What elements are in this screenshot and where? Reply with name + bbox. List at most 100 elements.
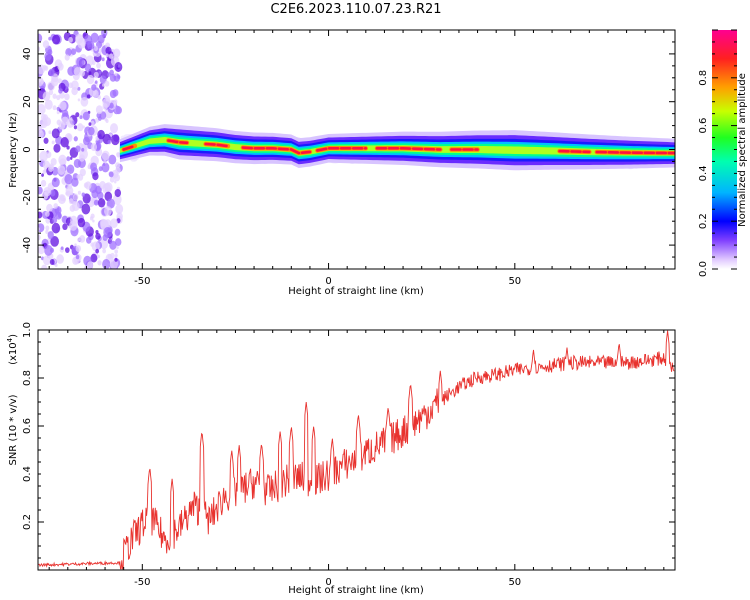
noise-blob bbox=[88, 71, 92, 76]
noise-blob bbox=[83, 136, 90, 146]
noise-blob bbox=[108, 154, 117, 165]
noise-blob bbox=[66, 156, 71, 162]
noise-blob bbox=[68, 36, 73, 43]
noise-blob bbox=[79, 115, 83, 120]
noise-blob bbox=[80, 96, 89, 107]
noise-blob bbox=[84, 181, 92, 190]
noise-blob bbox=[91, 241, 100, 252]
noise-blob bbox=[38, 126, 43, 134]
noise-blob bbox=[53, 203, 59, 209]
noise-blob bbox=[103, 227, 113, 238]
snr-scale-prefix: (x10 bbox=[8, 342, 19, 365]
noise-blob bbox=[95, 105, 103, 115]
noise-blob bbox=[68, 198, 74, 205]
snr-ylabel: SNR (10 * v/v) bbox=[8, 394, 19, 465]
noise-blob bbox=[67, 66, 75, 76]
colorbar-tick-label: 0.6 bbox=[698, 118, 709, 134]
noise-blob bbox=[51, 222, 61, 234]
colorbar-tick-label: 0.8 bbox=[698, 70, 709, 86]
noise-blob bbox=[108, 53, 114, 59]
noise-blob bbox=[56, 254, 64, 264]
noise-blob bbox=[102, 97, 111, 108]
noise-blob bbox=[73, 158, 82, 168]
noise-blob bbox=[71, 177, 79, 187]
noise-blob bbox=[94, 80, 98, 84]
noise-blob bbox=[52, 34, 61, 45]
ridge-hot-core-0 bbox=[122, 144, 137, 151]
snr-ticks: -50 0 50 0.2 0.4 0.6 0.8 1.0 bbox=[22, 322, 675, 588]
noise-blob bbox=[114, 228, 121, 236]
noise-blob bbox=[48, 68, 55, 77]
noise-blob bbox=[93, 199, 99, 206]
y-tick-label: 0.2 bbox=[22, 514, 33, 530]
y-tick-label: -40 bbox=[22, 237, 33, 253]
noise-blob bbox=[66, 164, 75, 174]
noise-blob bbox=[114, 253, 118, 258]
noise-blob bbox=[70, 48, 77, 55]
noise-blob bbox=[44, 244, 53, 256]
noise-blob bbox=[109, 89, 117, 99]
noise-blob bbox=[40, 179, 47, 187]
x-tick-label: 50 bbox=[508, 577, 521, 588]
noise-blob bbox=[86, 74, 95, 85]
noise-blob bbox=[97, 95, 101, 100]
noise-blob bbox=[77, 217, 86, 228]
noise-blob bbox=[43, 168, 47, 173]
noise-blob bbox=[52, 93, 57, 99]
noise-blob bbox=[81, 203, 91, 215]
noise-blob bbox=[57, 165, 66, 175]
noise-blob bbox=[51, 177, 60, 188]
noise-blob bbox=[71, 80, 79, 90]
noise-blob bbox=[48, 164, 54, 173]
noise-blob bbox=[104, 117, 108, 122]
noise-blob bbox=[110, 218, 118, 229]
x-tick-label: -50 bbox=[134, 577, 150, 588]
noise-blob bbox=[71, 201, 80, 212]
y-tick-label: 40 bbox=[22, 48, 33, 61]
noise-blob bbox=[39, 150, 48, 162]
noise-blob bbox=[87, 261, 94, 269]
noise-blob bbox=[101, 57, 105, 62]
noise-blob bbox=[74, 243, 77, 247]
noise-blob bbox=[114, 249, 118, 254]
noise-blob bbox=[90, 162, 98, 172]
noise-blob bbox=[65, 247, 70, 253]
ridge-hot-core-1 bbox=[167, 139, 189, 145]
noise-blob bbox=[45, 229, 49, 234]
noise-blob bbox=[53, 143, 61, 153]
noise-blob bbox=[42, 64, 47, 71]
colorbar-gradient bbox=[712, 30, 737, 269]
noise-blob bbox=[89, 216, 94, 221]
noise-blob bbox=[102, 248, 107, 254]
noise-blob bbox=[95, 248, 100, 254]
noise-blob bbox=[66, 145, 70, 150]
noise-blob bbox=[50, 236, 59, 247]
noise-blob bbox=[99, 180, 106, 189]
noise-blob bbox=[102, 258, 111, 269]
ridge-hot-core-8 bbox=[595, 150, 675, 155]
noise-blob bbox=[57, 62, 64, 71]
noise-blob bbox=[77, 37, 86, 49]
noise-blob bbox=[75, 112, 80, 118]
noise-blob bbox=[57, 78, 62, 84]
noise-blob bbox=[43, 186, 51, 197]
noise-blob bbox=[97, 254, 101, 258]
noise-blob bbox=[110, 134, 120, 146]
noise-blob bbox=[76, 174, 80, 179]
noise-blob bbox=[62, 109, 69, 118]
noise-blob bbox=[101, 150, 110, 161]
noise-blob bbox=[106, 198, 115, 209]
svg-text:(x104): (x104) bbox=[6, 334, 19, 365]
snr-panel: -50 0 50 0.2 0.4 0.6 0.8 1.0 Height of straight… bbox=[6, 322, 676, 596]
snr-scale-exponent: 4 bbox=[6, 337, 14, 342]
noise-blob bbox=[85, 55, 94, 66]
noise-blob bbox=[102, 162, 106, 166]
snr-scale-note: (x104) bbox=[6, 334, 19, 365]
noise-blob bbox=[115, 204, 124, 214]
noise-blob bbox=[91, 84, 97, 91]
noise-blob bbox=[51, 128, 60, 139]
noise-blob bbox=[38, 33, 43, 43]
noise-blob bbox=[115, 166, 121, 174]
noise-blob bbox=[56, 110, 60, 115]
noise-blob bbox=[44, 51, 52, 61]
